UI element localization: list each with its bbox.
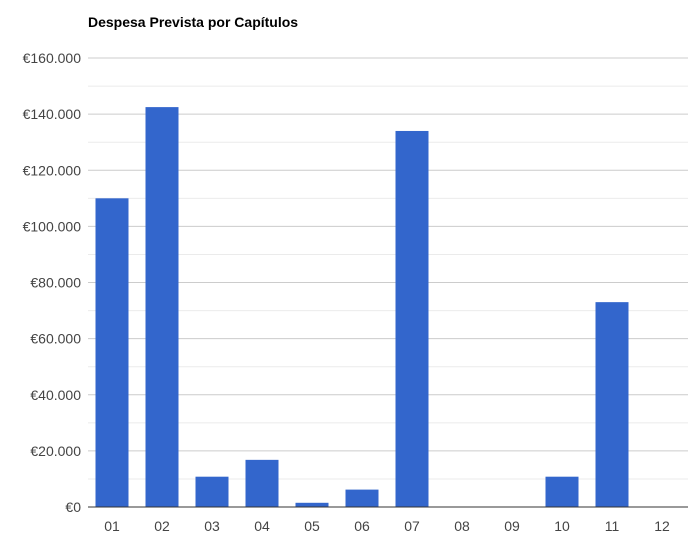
- bar: [595, 302, 629, 507]
- x-tick-label: 02: [154, 518, 170, 533]
- y-tick-label: €20.000: [30, 443, 81, 459]
- bars: [95, 107, 629, 507]
- y-tick-label: €60.000: [30, 331, 81, 347]
- y-tick-label: €100.000: [23, 218, 82, 234]
- y-tick-label: €80.000: [30, 275, 81, 291]
- x-tick-label: 12: [654, 518, 670, 533]
- x-tick-label: 03: [204, 518, 220, 533]
- x-tick-label: 08: [454, 518, 470, 533]
- y-tick-label: €160.000: [23, 50, 82, 66]
- bar: [395, 130, 429, 507]
- bar: [245, 459, 279, 507]
- bar: [295, 502, 329, 507]
- bar: [195, 476, 229, 507]
- x-tick-label: 09: [504, 518, 520, 533]
- bar: [95, 198, 129, 507]
- y-tick-label: €140.000: [23, 106, 82, 122]
- x-tick-label: 01: [104, 518, 120, 533]
- y-tick-label: €120.000: [23, 162, 82, 178]
- x-tick-label: 04: [254, 518, 270, 533]
- bar: [545, 476, 579, 507]
- x-axis-tick-labels: 01 02 03 04 05 06 07 08 09 10 11 12: [104, 518, 670, 533]
- x-tick-label: 10: [554, 518, 570, 533]
- gridlines: [88, 57, 688, 480]
- x-tick-label: 07: [404, 518, 420, 533]
- y-tick-label: €0: [65, 499, 81, 515]
- y-axis-tick-labels: €0 €20.000 €40.000 €60.000 €80.000 €100.000 €1…: [23, 50, 82, 515]
- x-tick-label: 06: [354, 518, 370, 533]
- x-tick-label: 11: [605, 518, 620, 533]
- chart-title: Despesa Prevista por Capítulos: [88, 14, 298, 30]
- y-tick-label: €40.000: [30, 387, 81, 403]
- x-tick-label: 05: [304, 518, 320, 533]
- bar: [345, 489, 379, 507]
- bar: [145, 107, 179, 507]
